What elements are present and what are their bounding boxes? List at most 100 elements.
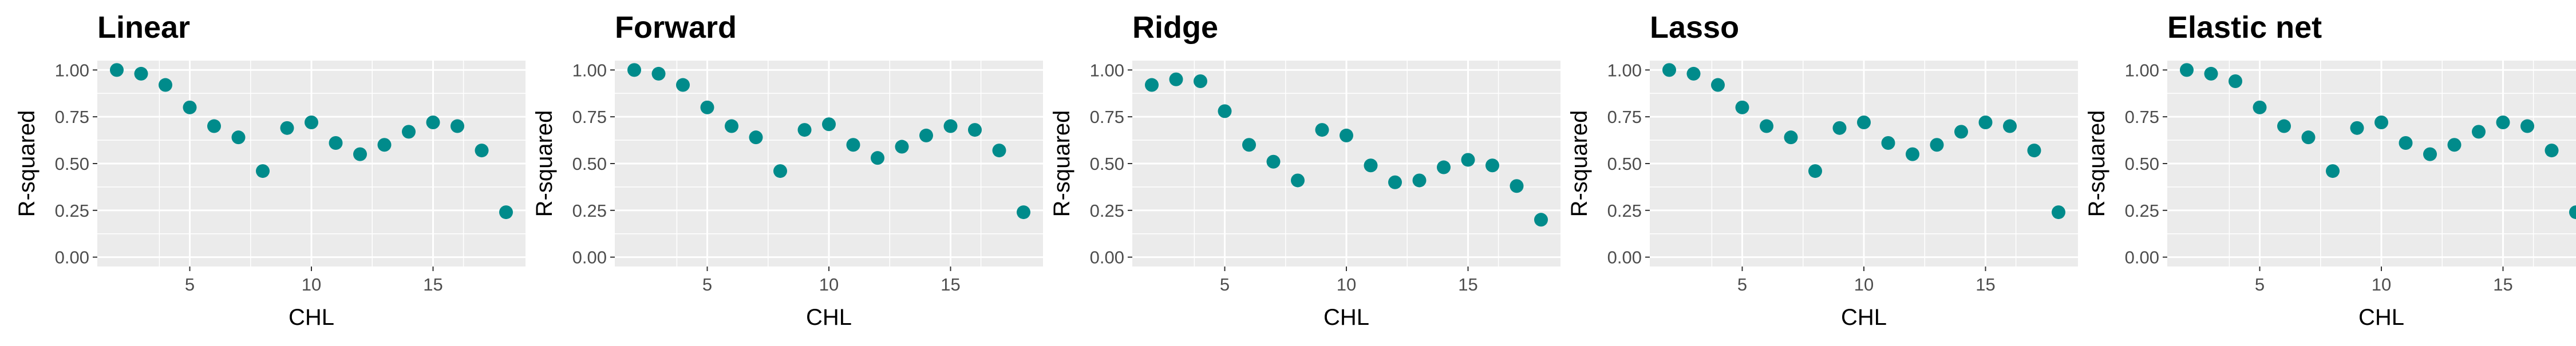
data-point — [2052, 205, 2065, 220]
y-tick-label: 0.25 — [55, 201, 89, 221]
data-point — [1242, 138, 1256, 152]
data-point — [1686, 66, 1701, 81]
y-tick-label: 0.00 — [572, 248, 607, 268]
y-tick-label: 1.00 — [572, 60, 607, 80]
data-point — [1194, 74, 1207, 88]
data-point — [1881, 136, 1895, 150]
data-point — [451, 119, 464, 133]
data-point — [1832, 121, 1847, 135]
data-point — [353, 147, 367, 161]
y-tick-label: 0.25 — [2125, 201, 2159, 221]
y-tick-label: 0.75 — [572, 107, 607, 127]
data-point — [2472, 125, 2486, 139]
data-point — [207, 119, 221, 133]
data-point — [110, 63, 124, 77]
y-tick-label: 1.00 — [1607, 60, 1642, 80]
y-axis-label: R-squared — [1567, 110, 1592, 217]
data-point — [1510, 179, 1524, 193]
y-axis-label: R-squared — [14, 110, 39, 217]
data-point — [1808, 164, 1822, 178]
data-point — [700, 100, 714, 114]
data-point — [846, 138, 860, 152]
data-point — [2326, 164, 2340, 178]
data-point — [749, 130, 763, 145]
data-point — [1266, 154, 1281, 169]
y-tick-label: 0.50 — [1607, 154, 1642, 174]
data-point — [725, 119, 738, 133]
x-tick-label: 15 — [1976, 275, 1995, 295]
chart-title: Forward — [615, 10, 737, 45]
data-point — [651, 66, 666, 81]
x-tick-label: 10 — [2372, 275, 2391, 295]
chart-panel-1: 0.00 0.25 0.50 0.75 1.00 5 10 15 Forward CHL R-squ… — [532, 10, 1043, 330]
chart-title: Lasso — [1650, 10, 1739, 45]
data-point — [797, 123, 812, 137]
data-point — [2301, 130, 2316, 145]
y-tick-label: 0.00 — [1607, 248, 1642, 268]
data-point — [1461, 153, 1475, 167]
chart-panel-3: 0.00 0.25 0.50 0.75 1.00 5 10 15 Lasso CHL R-squar… — [1567, 10, 2078, 330]
data-point — [231, 130, 246, 145]
data-point — [183, 100, 197, 114]
data-point — [1145, 78, 1159, 92]
x-tick-label: 10 — [1337, 275, 1356, 295]
chart-panel-2: 0.00 0.25 0.50 0.75 1.00 5 10 15 Ridge CHL R-squar… — [1049, 10, 1560, 330]
data-point — [1315, 123, 1329, 137]
data-point — [2374, 116, 2388, 129]
data-point — [871, 151, 884, 165]
x-tick-label: 5 — [1737, 275, 1747, 295]
data-point — [1534, 213, 1548, 227]
x-tick-label: 10 — [302, 275, 321, 295]
data-point — [2277, 119, 2291, 133]
y-tick-label: 0.75 — [55, 107, 89, 127]
y-axis-label: R-squared — [532, 110, 557, 217]
data-point — [305, 116, 318, 129]
data-point — [1711, 78, 1725, 92]
data-point — [627, 63, 641, 77]
data-point — [159, 78, 172, 92]
data-point — [1291, 173, 1305, 188]
data-point — [2520, 119, 2534, 133]
data-point — [256, 164, 270, 178]
x-tick-label: 15 — [423, 275, 442, 295]
data-point — [377, 138, 392, 152]
y-tick-label: 1.00 — [1090, 60, 1124, 80]
data-point — [968, 123, 982, 137]
data-point — [919, 128, 933, 142]
chart-title: Linear — [97, 10, 190, 45]
y-tick-label: 0.00 — [1090, 248, 1124, 268]
y-tick-label: 0.75 — [1090, 107, 1124, 127]
y-tick-label: 0.25 — [572, 201, 607, 221]
data-point — [1857, 116, 1871, 129]
data-point — [1978, 116, 1993, 129]
y-axis-label: R-squared — [1049, 110, 1074, 217]
data-point — [2399, 136, 2413, 150]
y-tick-label: 1.00 — [55, 60, 89, 80]
x-axis-label: CHL — [1841, 305, 1887, 330]
chart-title: Elastic net — [2167, 10, 2322, 45]
data-point — [1169, 72, 1183, 86]
data-point — [402, 125, 416, 139]
data-point — [2447, 138, 2462, 152]
chart-panel-0: 0.00 0.25 0.50 0.75 1.00 5 10 15 Linear CHL R-squa… — [14, 10, 526, 330]
data-point — [1437, 160, 1451, 174]
y-tick-label: 0.25 — [1090, 201, 1124, 221]
y-tick-label: 0.75 — [2125, 107, 2159, 127]
data-point — [280, 121, 294, 135]
x-axis-label: CHL — [289, 305, 334, 330]
data-point — [499, 205, 513, 220]
y-tick-label: 0.00 — [55, 248, 89, 268]
data-point — [2350, 121, 2364, 135]
data-point — [1017, 205, 1030, 220]
data-point — [1930, 138, 1944, 152]
data-point — [329, 136, 343, 150]
data-point — [2003, 119, 2017, 133]
x-tick-label: 10 — [1854, 275, 1874, 295]
data-point — [1485, 158, 1499, 173]
x-axis-label: CHL — [1323, 305, 1369, 330]
data-point — [2027, 144, 2041, 158]
data-point — [2545, 144, 2559, 158]
y-tick-label: 0.00 — [2125, 248, 2159, 268]
y-tick-label: 0.50 — [1090, 154, 1124, 174]
